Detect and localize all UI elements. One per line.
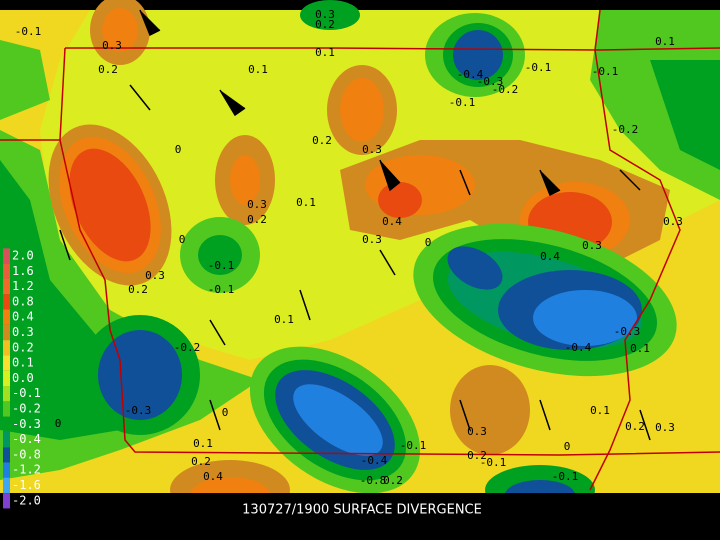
legend-label: 0.1 [12,356,34,370]
legend-swatch [3,324,10,341]
contour-label: -0.3 [125,404,152,417]
contour-label: -0.4 [361,454,388,467]
legend-label: -1.2 [12,463,41,477]
contour-label: -0.8 [360,474,387,487]
contour-label: 0.1 [274,313,294,326]
legend-label: -0.1 [12,386,41,400]
legend-swatch [3,263,10,279]
contour-label: 0.2 [315,18,335,31]
legend-label: 0.3 [12,325,34,339]
contour-label: -0.1 [208,259,235,272]
contour-label: 0.4 [382,215,402,228]
contour-label: -0.2 [612,123,639,136]
contour-label: 0.2 [247,213,267,226]
wind-barbs [59,9,651,441]
contour-label: 0 [222,406,229,419]
contour-label: 0.1 [315,46,335,59]
contour-label: 0.1 [655,35,675,48]
contour-label: -0.3 [614,325,641,338]
contour-label: -0.1 [592,65,619,78]
legend-swatch [3,309,10,325]
contour-label: -0.1 [208,283,235,296]
contour-label: 0.2 [467,449,487,462]
contour-labels: -0.10.30.20.30.20.10.1 -0.4-0.3-0.2-0.1-0… [15,8,683,487]
legend-swatch [3,355,10,371]
contour-label: -0.1 [449,96,476,109]
contour-label: -0.1 [480,456,507,469]
contour-label: 0.1 [630,342,650,355]
contour-label: 0.2 [383,474,403,487]
legend-label: 2.0 [12,249,34,263]
contour-label: -0.3 [477,75,504,88]
contour-label: 0.1 [296,196,316,209]
legend-swatch [3,248,10,264]
legend-swatch [3,493,10,509]
contour-label: 0.3 [467,425,487,438]
contour-label: 0.3 [102,39,122,52]
legend-label: -0.2 [12,402,41,416]
legend-label: -1.6 [12,478,41,492]
contour-label: 0.3 [582,239,602,252]
legend-swatch [3,416,10,432]
contour-label: 0.4 [540,250,560,263]
contour-label: 0 [564,440,571,453]
legend-swatch [3,401,10,417]
legend-swatch [3,294,10,310]
contour-label: 0.3 [663,215,683,228]
contour-label: -0.2 [492,83,519,96]
legend-label: 0.4 [12,310,34,324]
contour-label: 0.3 [362,143,382,156]
contour-label: 0.1 [193,437,213,450]
contour-label: 0 [175,143,182,156]
contour-label: 0.2 [128,283,148,296]
legend-swatch [3,386,10,402]
contour-label: 0.3 [247,198,267,211]
legend-label: 1.2 [12,279,34,293]
contour-label: 0.2 [98,63,118,76]
contour-label: 0.2 [312,134,332,147]
contour-label: 0.3 [145,269,165,282]
contour-label: 0.2 [191,455,211,468]
legend-swatch [3,340,10,356]
contour-label: 0 [179,233,186,246]
contour-label: 0 [55,417,62,430]
legend-label: 0.2 [12,340,34,354]
state-borders [0,9,720,491]
legend-swatch [3,278,10,295]
contour-label: -0.1 [525,61,552,74]
legend-swatch [3,477,10,494]
color-legend: 2.01.61.20.80.40.30.20.10.0-0.1-0.2-0.3-… [3,248,41,509]
legend-swatch [3,447,10,463]
legend-swatch [3,462,10,478]
legend-label: -0.4 [12,432,41,446]
field [0,0,720,520]
legend-swatch [3,431,10,448]
contour-label: -0.2 [174,341,201,354]
contour-label: -0.4 [565,341,592,354]
footer [0,493,720,540]
contour-label: -0.1 [400,439,427,452]
contour-label: 0 [425,236,432,249]
legend-swatch [3,370,10,387]
map-title: 130727/1900 SURFACE DIVERGENCE [242,503,482,518]
legend-label: -0.3 [12,417,41,431]
legend-label: 0.8 [12,294,34,308]
contour-label: -0.1 [15,25,42,38]
contour-label: 0.1 [248,63,268,76]
contour-label: 0.2 [625,420,645,433]
contour-label: 0.3 [655,421,675,434]
contour-label: 0.3 [362,233,382,246]
legend-label: 0.0 [12,371,34,385]
legend-label: -0.8 [12,447,41,461]
contour-label: 0.1 [590,404,610,417]
legend-label: 1.6 [12,264,34,278]
contour-label: -0.1 [552,470,579,483]
contour-label: -0.4 [457,68,484,81]
legend-label: -2.0 [12,493,41,507]
contour-label: 0.4 [203,470,223,483]
contour-label: 0.3 [315,8,335,21]
